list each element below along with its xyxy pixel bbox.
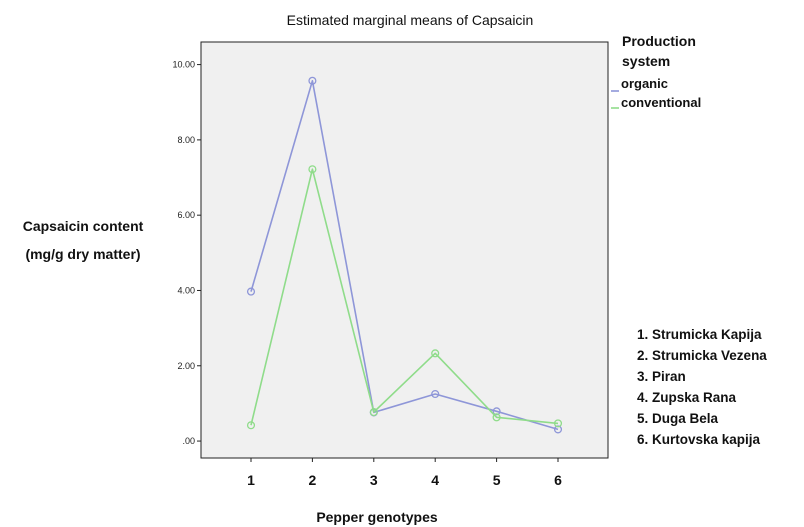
legend-title-line-2: system bbox=[622, 53, 670, 69]
data-point-conventional bbox=[492, 413, 501, 422]
genotype-key-line: 6. Kurtovska kapija bbox=[637, 432, 761, 447]
series-layer bbox=[246, 76, 563, 434]
legend: Production system organic conventional bbox=[611, 33, 701, 110]
x-tick-label: 1 bbox=[247, 472, 255, 488]
genotype-key-line: 2. Strumicka Vezena bbox=[637, 348, 767, 363]
data-point-organic bbox=[553, 425, 563, 434]
plot-area bbox=[200, 41, 609, 459]
x-tick-label: 4 bbox=[431, 472, 439, 488]
x-axis: 1 2 3 4 5 6 bbox=[247, 458, 562, 488]
y-axis-label-line-1: Capsaicin content bbox=[23, 218, 144, 234]
data-point-organic bbox=[492, 407, 501, 416]
y-tick-label: 8.00 bbox=[177, 135, 195, 145]
genotype-key-line: 3. Piran bbox=[637, 369, 686, 384]
genotype-key-line: 4. Zupska Rana bbox=[637, 390, 737, 405]
legend-label-conventional: conventional bbox=[621, 95, 701, 110]
y-axis-label-line-2: (mg/g dry matter) bbox=[25, 246, 140, 262]
x-tick-label: 2 bbox=[309, 472, 317, 488]
genotype-key-line: 5. Duga Bela bbox=[637, 411, 719, 426]
series-line-organic bbox=[250, 80, 559, 431]
legend-title-line-1: Production bbox=[622, 33, 696, 49]
y-tick-label: 4.00 bbox=[177, 285, 195, 295]
data-point-organic bbox=[308, 76, 317, 85]
x-tick-label: 3 bbox=[370, 472, 378, 488]
data-point-conventional bbox=[246, 421, 256, 430]
y-tick-label: 10.00 bbox=[172, 60, 195, 70]
data-point-conventional bbox=[308, 165, 317, 174]
genotype-key-line: 1. Strumicka Kapija bbox=[637, 327, 762, 342]
data-point-organic bbox=[246, 287, 256, 296]
y-tick-label: 2.00 bbox=[177, 361, 195, 371]
legend-label-organic: organic bbox=[621, 76, 668, 91]
y-tick-label: .00 bbox=[182, 436, 195, 446]
y-axis: .00 2.00 4.00 6.00 8.00 10.00 bbox=[172, 60, 201, 446]
x-axis-label: Pepper genotypes bbox=[316, 509, 438, 525]
data-point-conventional bbox=[431, 349, 440, 358]
x-tick-label: 5 bbox=[493, 472, 501, 488]
data-point-conventional bbox=[369, 408, 378, 417]
series-line-conventional bbox=[250, 168, 559, 426]
data-point-organic bbox=[431, 389, 440, 399]
y-tick-label: 6.00 bbox=[177, 210, 195, 220]
chart-title: Estimated marginal means of Capsaicin bbox=[287, 12, 534, 28]
x-tick-label: 6 bbox=[554, 472, 562, 488]
data-point-conventional bbox=[553, 419, 563, 428]
genotype-key: 1. Strumicka Kapija 2. Strumicka Vezena … bbox=[637, 327, 767, 447]
